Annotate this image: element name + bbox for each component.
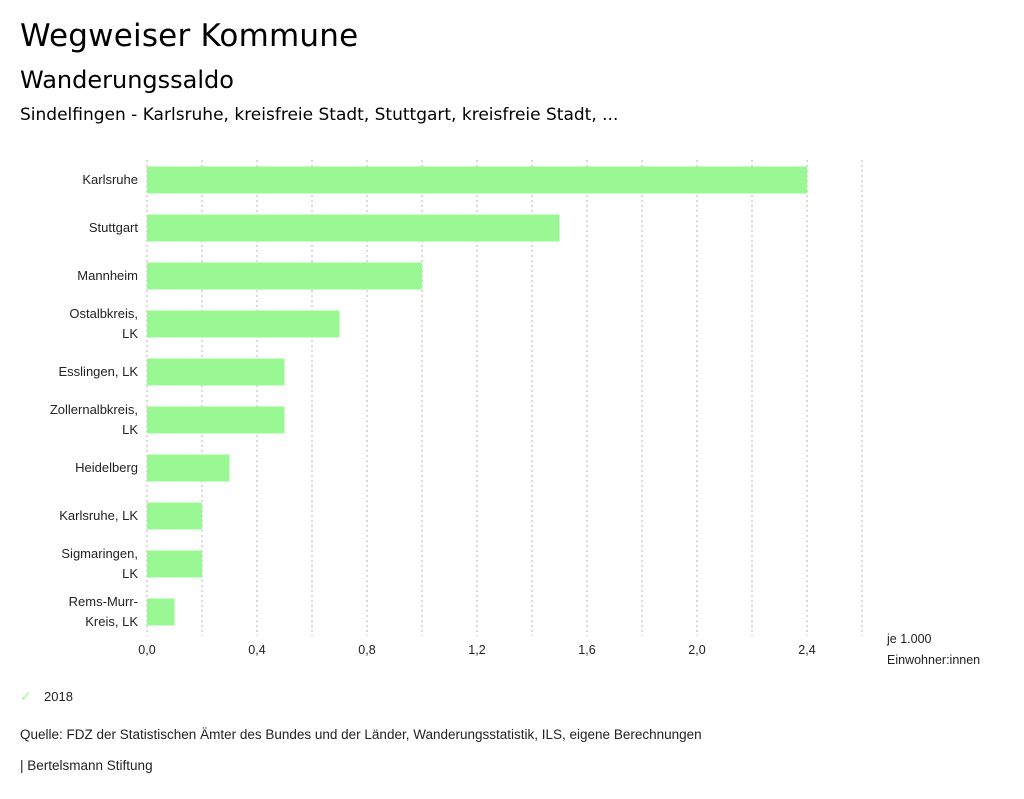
- category-label-line: Sigmaringen,: [61, 546, 138, 561]
- category-label-line: Karlsruhe: [82, 172, 138, 187]
- x-tick-labels: 0,0 0,4 0,8 1,2 1,6 2,0 2,4: [138, 643, 815, 657]
- grid-lines: [146, 160, 863, 636]
- x-tick-label: 1,6: [578, 643, 595, 657]
- bar[interactable]: [147, 550, 202, 578]
- category-label: Esslingen, LK: [59, 364, 139, 379]
- category-label-line: Ostalbkreis,: [69, 306, 138, 321]
- category-label-line: LK: [122, 326, 138, 341]
- category-label-line: Heidelberg: [75, 460, 138, 475]
- bar[interactable]: [147, 598, 175, 626]
- x-tick-label: 0,4: [248, 643, 265, 657]
- bar[interactable]: [147, 262, 422, 290]
- x-tick-label: 2,4: [798, 643, 815, 657]
- credit-note: | Bertelsmann Stiftung: [20, 758, 153, 773]
- category-label-line: Mannheim: [77, 268, 138, 283]
- category-label-line: Rems-Murr-: [69, 594, 138, 609]
- chart-description: Sindelfingen - Karlsruhe, kreisfreie Sta…: [20, 105, 619, 125]
- category-label: Sigmaringen, LK: [61, 546, 138, 581]
- page-title: Wegweiser Kommune: [20, 18, 359, 54]
- category-label: Karlsruhe: [82, 172, 138, 187]
- bar[interactable]: [147, 166, 807, 194]
- legend[interactable]: ✓ 2018: [20, 688, 73, 705]
- category-label: Stuttgart: [89, 220, 139, 235]
- x-tick-label: 0,0: [138, 643, 155, 657]
- category-labels: Karlsruhe Stuttgart Mannheim Ostalbkreis, LK…: [50, 172, 139, 629]
- category-label-line: Stuttgart: [89, 220, 139, 235]
- x-tick-label: 2,0: [688, 643, 705, 657]
- category-label: Heidelberg: [75, 460, 138, 475]
- source-note: Quelle: FDZ der Statistischen Ämter des …: [20, 727, 702, 742]
- category-label: Ostalbkreis, LK: [69, 306, 138, 341]
- category-label-line: Kreis, LK: [85, 614, 138, 629]
- category-label: Mannheim: [77, 268, 138, 283]
- x-axis-label-line: je 1.000: [886, 632, 932, 646]
- check-icon[interactable]: ✓: [20, 688, 32, 704]
- legend-label-2018[interactable]: 2018: [44, 689, 73, 704]
- category-label: Zollernalbkreis, LK: [50, 402, 138, 437]
- category-label: Karlsruhe, LK: [59, 508, 138, 523]
- category-label-line: Zollernalbkreis,: [50, 402, 138, 417]
- bar[interactable]: [147, 310, 340, 338]
- category-label-line: Esslingen, LK: [59, 364, 139, 379]
- x-axis-label-line: Einwohner:innen: [887, 653, 980, 667]
- x-tick-label: 1,2: [468, 643, 485, 657]
- category-label-line: LK: [122, 422, 138, 437]
- bar-chart: Karlsruhe Stuttgart Mannheim Ostalbkreis, LK…: [50, 160, 980, 667]
- bar[interactable]: [147, 214, 560, 242]
- bar[interactable]: [147, 502, 202, 530]
- bar[interactable]: [147, 358, 285, 386]
- chart-subtitle: Wanderungssaldo: [20, 66, 234, 94]
- category-label: Rems-Murr- Kreis, LK: [69, 594, 139, 629]
- bars: [147, 166, 807, 626]
- x-tick-label: 0,8: [358, 643, 375, 657]
- bar[interactable]: [147, 406, 285, 434]
- category-label-line: Karlsruhe, LK: [59, 508, 138, 523]
- bar[interactable]: [147, 454, 230, 482]
- category-label-line: LK: [122, 566, 138, 581]
- x-axis-unit-label: je 1.000 Einwohner:innen: [886, 632, 980, 667]
